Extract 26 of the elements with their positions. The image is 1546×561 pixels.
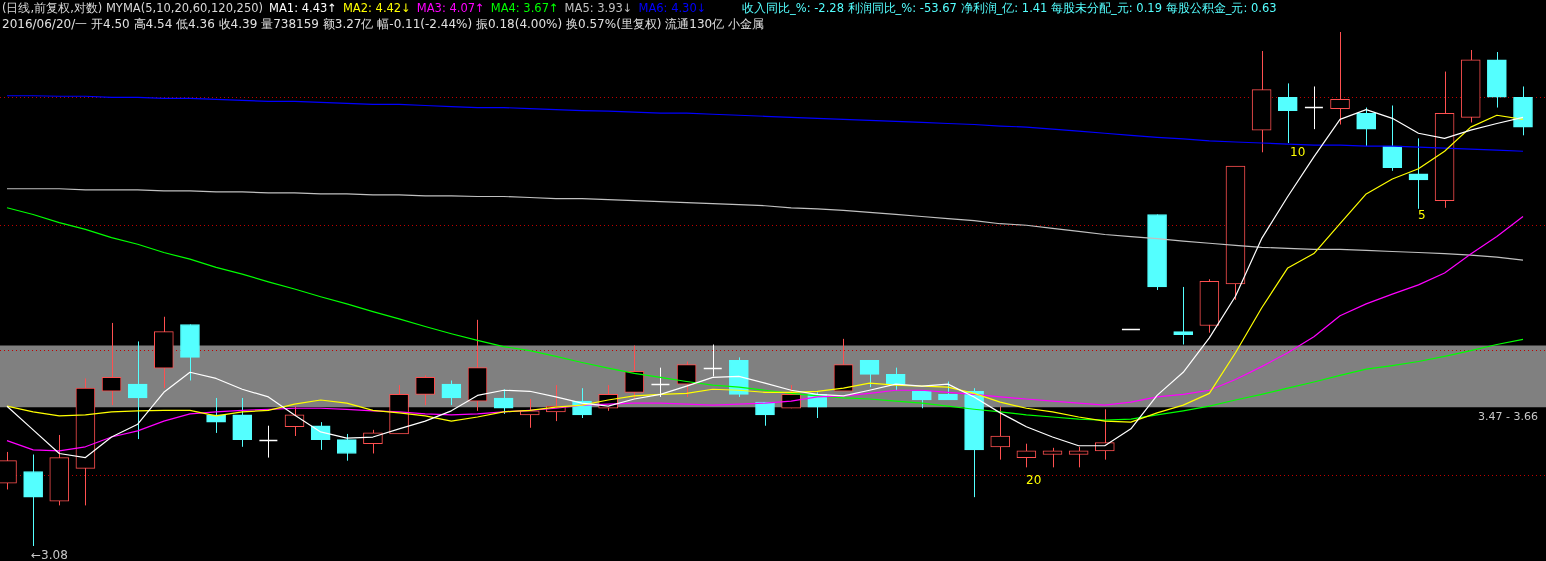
text: MA3: 4.07↑ — [416, 1, 485, 15]
candlestick — [493, 388, 514, 415]
candlestick — [232, 397, 253, 448]
text: ←3.08 — [31, 548, 68, 561]
candlestick — [990, 405, 1011, 461]
annotation: 20 — [1026, 473, 1042, 487]
annotation: 10 — [1290, 145, 1306, 159]
text: 收入同比_%: -2.28 利润同比_%: -53.67 净利润_亿: 1.41 每股未分配_元: 0.19 每股公积金_元: 0.63 — [742, 1, 1277, 16]
candlestick — [1382, 105, 1403, 172]
candlestick — [1330, 31, 1350, 126]
candlestick — [624, 345, 645, 400]
candlestick — [885, 367, 906, 391]
band-label: 3.47 - 3.66 — [1478, 409, 1538, 423]
candlestick — [519, 398, 540, 429]
text: MA6: 4.30↓ — [638, 1, 707, 15]
chart-subtitle: 2016/06/20/一 开4.50 高4.54 低4.36 收4.39 量738159 额3.27亿 幅-0.11(-2.44%) 振0.18(4.00%) 换0.57%(里复权) 流通130亿 小金属 — [2, 17, 765, 31]
candlestick — [1094, 408, 1115, 461]
candlestick — [1173, 286, 1194, 346]
text: MA4: 3.67↑ — [490, 1, 559, 15]
candlestick — [1016, 443, 1037, 468]
text: MA5: 3.93↓ — [564, 1, 633, 15]
text: MA2: 4.42↓ — [342, 1, 411, 15]
annotation: 5 — [1418, 208, 1426, 222]
candlestick — [101, 322, 122, 406]
text: MA1: 4.43↑ — [269, 1, 337, 15]
chart-title: (日线,前复权,对数) MYMA(5,10,20,60,120,250) — [2, 1, 264, 15]
